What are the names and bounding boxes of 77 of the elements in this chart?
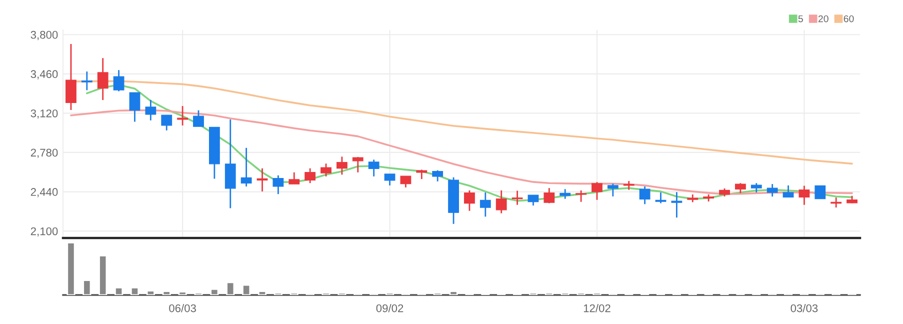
bar: [66, 242, 76, 295]
y-tick-label: 2,100: [30, 227, 58, 237]
bar: [433, 292, 442, 295]
bar: [242, 284, 251, 295]
candlestick: [814, 185, 826, 200]
y-tick-label: 2,440: [30, 188, 58, 198]
bar: [449, 290, 458, 295]
candlestick: [352, 156, 364, 174]
candlestick: [129, 92, 140, 122]
bar: [290, 292, 298, 295]
y-tick-label: 3,460: [30, 70, 58, 80]
candlestick: [97, 57, 108, 101]
candlestick: [193, 110, 204, 128]
candlestick: [81, 70, 92, 91]
y-tick-label: 3,120: [30, 109, 58, 119]
candlestick: [177, 105, 188, 126]
candlestick: [592, 181, 602, 201]
bar: [146, 290, 155, 295]
bar: [130, 286, 140, 295]
x-tick-label: 06/03: [169, 304, 196, 312]
bar: [528, 292, 538, 295]
candlestick: [161, 114, 172, 132]
candlestick: [432, 170, 444, 182]
candlestick: [671, 191, 682, 218]
bar: [338, 292, 346, 295]
bar: [560, 292, 570, 295]
candlestick: [544, 187, 555, 204]
candlestick: [782, 184, 794, 198]
x-tick-label: 09/02: [376, 304, 404, 312]
y-tick-label: 2,780: [30, 148, 58, 158]
bar: [274, 292, 282, 295]
bar: [98, 255, 108, 295]
candlestick: [528, 194, 539, 206]
legend-label: 60: [844, 15, 854, 22]
candlestick: [480, 192, 491, 218]
bar: [226, 282, 235, 295]
candlestick: [464, 190, 475, 212]
bar: [385, 292, 394, 295]
x-tick-label: 03/03: [790, 304, 818, 312]
candlestick: [66, 43, 76, 111]
candlestick: [272, 174, 284, 195]
candlestick: [735, 182, 746, 194]
bar: [576, 292, 586, 295]
candlestick: [113, 69, 124, 92]
bar: [210, 288, 219, 295]
bar: [178, 291, 187, 295]
candlestick: [145, 99, 156, 122]
candlestick: [496, 190, 507, 214]
candlestick: [560, 188, 571, 200]
bar: [114, 286, 124, 295]
candlestick: [798, 185, 810, 206]
candlestick: [368, 158, 380, 178]
bar: [544, 292, 554, 295]
bar: [82, 280, 92, 295]
candlestick: [400, 175, 412, 188]
x-tick-label: 12/02: [584, 304, 610, 312]
candlestick: [256, 168, 268, 192]
candlestick: [336, 156, 348, 176]
candlestick: [320, 162, 332, 178]
bar: [322, 292, 330, 295]
candlestick: [304, 168, 316, 184]
bar: [258, 290, 267, 295]
candlestick: [607, 182, 618, 198]
candlestick: [576, 190, 586, 203]
candlestick: [766, 183, 778, 198]
bar: [592, 292, 602, 295]
candlestick: [750, 182, 762, 194]
legend-label: 5: [798, 15, 803, 22]
bar: [194, 292, 203, 295]
candlestick: [384, 173, 396, 186]
candlestick: [240, 147, 252, 188]
candlestick: [655, 192, 666, 204]
candlestick: [288, 172, 300, 185]
bar: [162, 290, 171, 295]
legend-label: 20: [818, 15, 828, 22]
y-tick-label: 3,800: [30, 30, 58, 40]
candlestick: [639, 186, 650, 205]
